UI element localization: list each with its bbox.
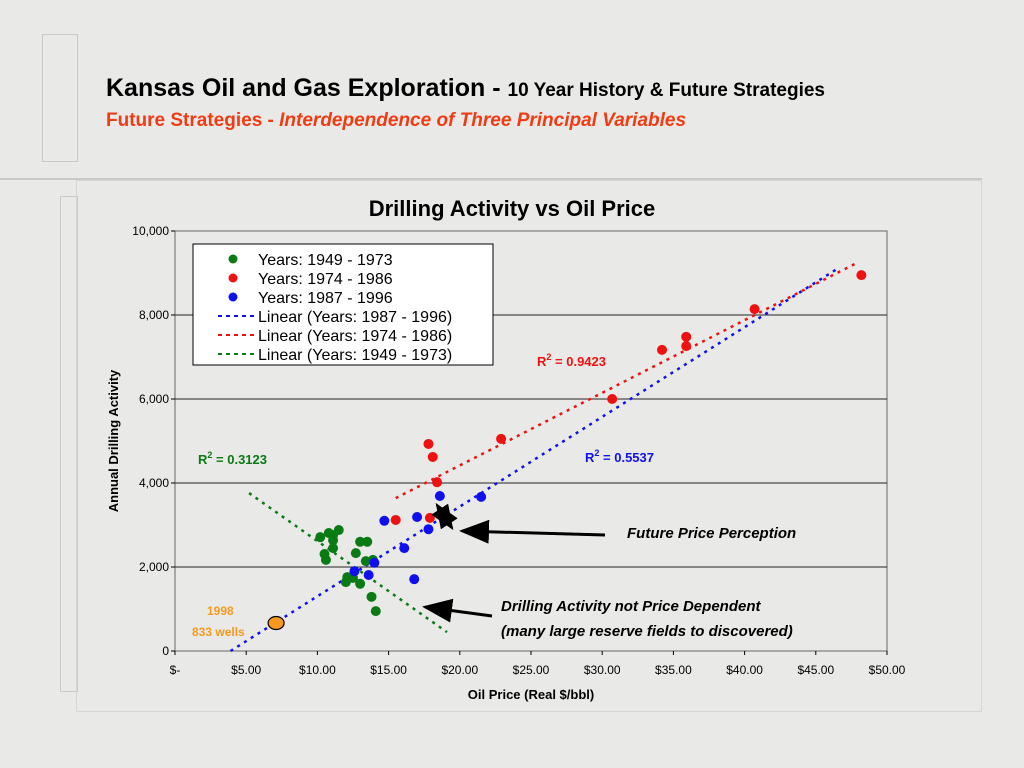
legend-box [192, 243, 494, 366]
x-tick-label: $10.00 [299, 663, 336, 677]
data-point-red [423, 438, 434, 449]
r-squared-label-green: R2 = 0.3123 [198, 450, 267, 467]
chart-title: Drilling Activity vs Oil Price [369, 196, 656, 221]
data-point-green [366, 591, 377, 602]
data-point-green [333, 525, 344, 536]
highlight-label: 833 wells [192, 625, 245, 639]
decorative-divider [0, 178, 982, 180]
title-sub: 10 Year History & Future Strategies [507, 80, 826, 101]
data-point-red [496, 433, 507, 444]
legend-marker [228, 273, 238, 283]
data-point-blue [379, 515, 390, 526]
legend-marker [228, 292, 238, 302]
data-point-green [320, 554, 331, 565]
data-point-blue [476, 491, 487, 502]
data-point-blue [423, 524, 434, 535]
x-tick-label: $25.00 [513, 663, 550, 677]
legend-entry: Years: 1987 - 1996 [258, 290, 393, 307]
x-tick-label: $20.00 [441, 663, 478, 677]
trendline-red [395, 260, 860, 500]
r-squared-label-red: R2 = 0.9423 [537, 352, 606, 369]
r-squared-label-blue: R2 = 0.5537 [585, 448, 654, 465]
arrow-price-perception [459, 519, 606, 544]
arrow-double-headed [431, 502, 458, 531]
chart-panel [76, 180, 982, 712]
annotation-reserve-fields: (many large reserve fields to discovered… [501, 623, 793, 640]
data-point-green [370, 606, 381, 617]
x-axis-label: Oil Price (Real $/bbl) [468, 687, 594, 702]
data-point-red [856, 270, 867, 281]
data-point-green [362, 536, 373, 547]
x-tick-label: $40.00 [726, 663, 763, 677]
data-point-green [315, 532, 326, 543]
subtitle-lead: Future Strategies - [106, 110, 280, 131]
data-point-blue [434, 491, 445, 502]
data-point-blue [349, 566, 360, 577]
y-tick-label: 0 [162, 644, 169, 658]
x-tick-label: $- [170, 663, 181, 677]
data-point-red [607, 394, 618, 404]
legend-entry: Linear (Years: 1949 - 1973) [258, 347, 452, 364]
legend: Years: 1949 - 1973 Years: 1974 - 1986 Year… [192, 243, 494, 366]
legend-entry: Years: 1949 - 1973 [258, 252, 393, 269]
data-point-green [328, 535, 339, 546]
title-main: Kansas Oil and Gas Exploration - [106, 74, 508, 102]
data-point-blue [399, 543, 410, 554]
y-axis-label: Annual Drilling Activity [106, 369, 121, 512]
legend-marker [228, 254, 238, 264]
data-point-red [390, 514, 401, 525]
data-point-red [432, 477, 443, 488]
y-tick-label: 10,000 [132, 224, 169, 238]
annotation-not-dependent: Drilling Activity not Price Dependent [501, 598, 761, 615]
x-tick-label: $30.00 [584, 663, 621, 677]
arrow-not-dependent [422, 598, 493, 623]
slide-title: Kansas Oil and Gas Exploration - 10 Year… [106, 74, 825, 103]
data-point-red [657, 344, 668, 355]
data-point-blue [409, 574, 420, 585]
decorative-frame-left [60, 196, 78, 692]
trendline-green [248, 492, 448, 634]
annotation-price-perception: Future Price Perception [627, 525, 796, 542]
highlight-year: 1998 [207, 604, 234, 618]
y-tick-label: 6,000 [139, 392, 169, 406]
data-point-green [355, 578, 366, 589]
y-tick-label: 4,000 [139, 476, 169, 490]
data-point-blue [412, 512, 423, 523]
decorative-frame-top-left [42, 34, 78, 162]
data-point-green [355, 536, 366, 547]
x-tick-label: $45.00 [797, 663, 834, 677]
x-tick-label: $15.00 [370, 663, 407, 677]
highlight-point-1998 [267, 615, 285, 631]
data-point-green [340, 577, 351, 588]
slide-subtitle: Future Strategies - Interdependence of T… [106, 110, 686, 132]
x-tick-label: $50.00 [869, 663, 906, 677]
subtitle-italic: Interdependence of Three Principal Varia… [279, 110, 687, 131]
data-point-red [681, 341, 692, 352]
data-point-red [424, 512, 435, 523]
data-point-green [328, 543, 339, 554]
legend-entry: Linear (Years: 1974 - 1986) [258, 328, 452, 345]
data-point-red [749, 304, 760, 315]
legend-entry: Years: 1974 - 1986 [258, 271, 393, 288]
y-tick-label: 2,000 [139, 560, 169, 574]
y-tick-label: 8,000 [139, 308, 169, 322]
data-point-blue [363, 569, 374, 580]
data-point-red [427, 451, 438, 462]
data-point-red [681, 331, 692, 342]
legend-entry: Linear (Years: 1987 - 1996) [258, 309, 452, 326]
x-tick-label: $5.00 [231, 663, 261, 677]
data-point-green [350, 548, 361, 559]
x-tick-label: $35.00 [655, 663, 692, 677]
data-point-blue [369, 557, 380, 568]
